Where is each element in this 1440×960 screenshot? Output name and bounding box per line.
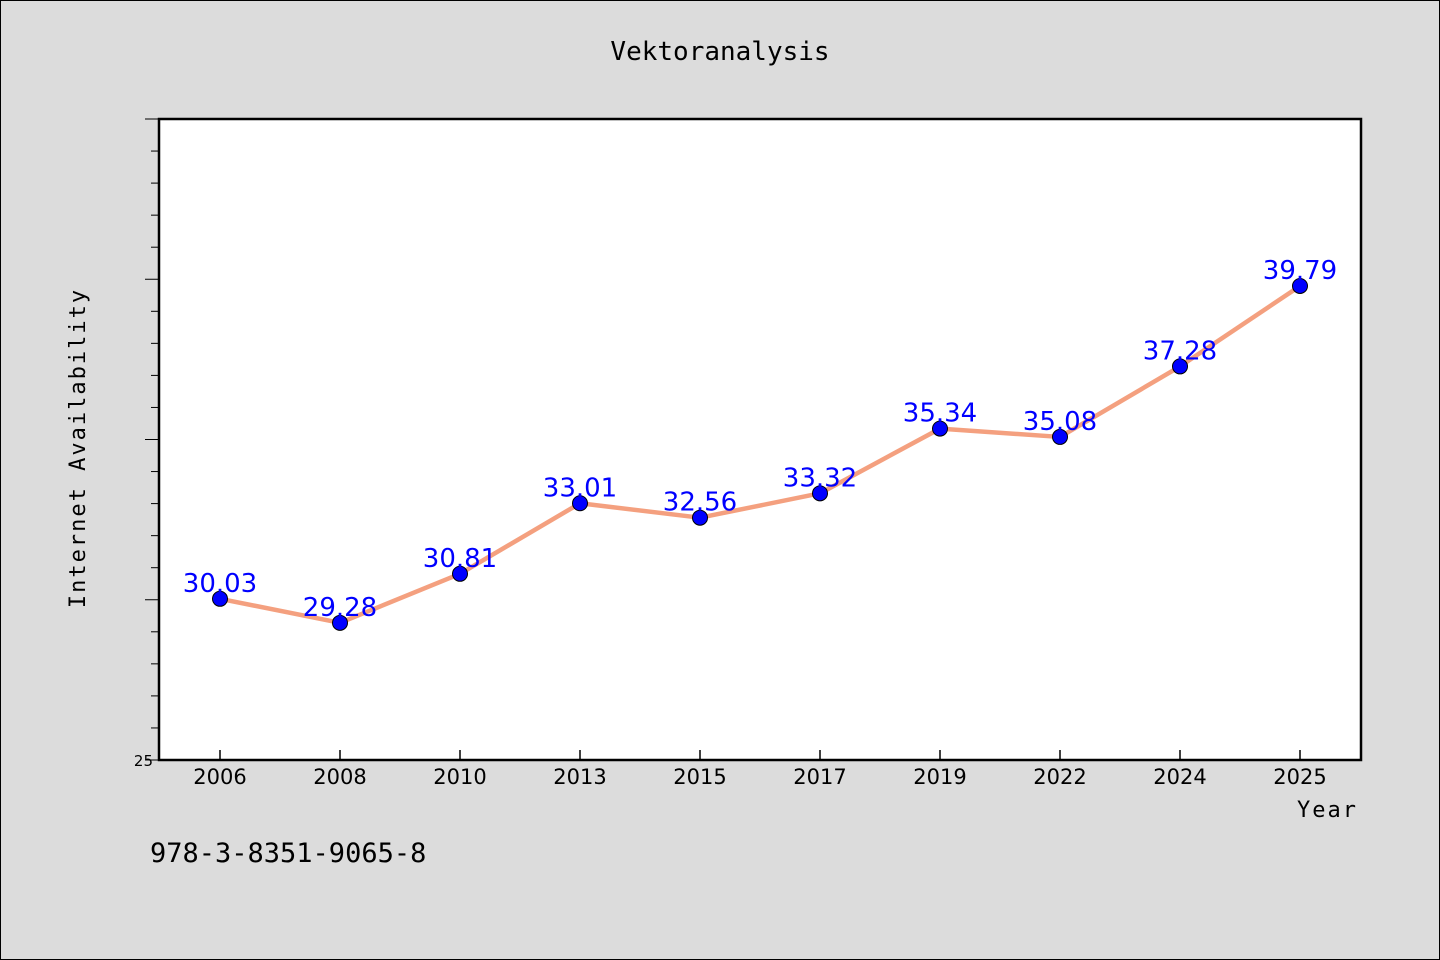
data-labels: 30.03 29.28 30.81 33.01 32.56 33.32 35.34 35.08… xyxy=(183,256,1337,623)
data-point xyxy=(812,485,828,502)
x-axis-ticks: 2006 2008 2010 2013 2015 2017 2019 2022 2024 2025 xyxy=(193,750,1327,789)
data-point xyxy=(332,614,348,631)
plot-area xyxy=(157,117,1363,762)
x-tick-label: 2025 xyxy=(1273,765,1326,789)
x-tick-label: 2022 xyxy=(1033,765,1086,789)
data-label: 39.79 xyxy=(1263,256,1337,286)
data-label: 33.32 xyxy=(783,463,857,493)
data-label: 37.28 xyxy=(1143,336,1217,366)
data-point xyxy=(1052,428,1068,445)
data-label: 35.08 xyxy=(1023,407,1097,437)
x-tick-label: 2006 xyxy=(193,765,246,789)
data-label: 30.03 xyxy=(183,569,257,599)
data-point xyxy=(1172,358,1188,375)
data-point xyxy=(692,509,708,526)
data-point xyxy=(1292,277,1308,294)
x-tick-label: 2008 xyxy=(313,765,366,789)
x-tick-label: 2013 xyxy=(553,765,606,789)
y-tick-label: 25 xyxy=(134,752,153,770)
y-axis-ticks: 25 xyxy=(134,118,159,770)
series-line xyxy=(219,284,1302,626)
x-tick-label: 2015 xyxy=(673,765,726,789)
data-points xyxy=(212,277,1308,631)
data-label: 30.81 xyxy=(423,544,497,574)
data-point xyxy=(932,420,948,437)
series-line-group xyxy=(219,284,1302,626)
x-axis-label: Year xyxy=(1297,798,1358,823)
x-tick-label: 2019 xyxy=(913,765,966,789)
data-point xyxy=(452,565,468,582)
y-axis-label: Internet Availability xyxy=(66,288,91,608)
isbn-footnote: 978-3-8351-9065-8 xyxy=(150,838,426,869)
chart-title: Vektoranalysis xyxy=(610,37,829,67)
x-tick-label: 2024 xyxy=(1153,765,1206,789)
data-point xyxy=(572,495,588,512)
data-label: 29.28 xyxy=(303,593,377,623)
x-tick-label: 2017 xyxy=(793,765,846,789)
data-label: 32.56 xyxy=(663,488,737,518)
data-label: 35.34 xyxy=(903,399,977,429)
data-point xyxy=(212,590,228,607)
data-label: 33.01 xyxy=(543,473,617,503)
x-tick-label: 2010 xyxy=(433,765,486,789)
